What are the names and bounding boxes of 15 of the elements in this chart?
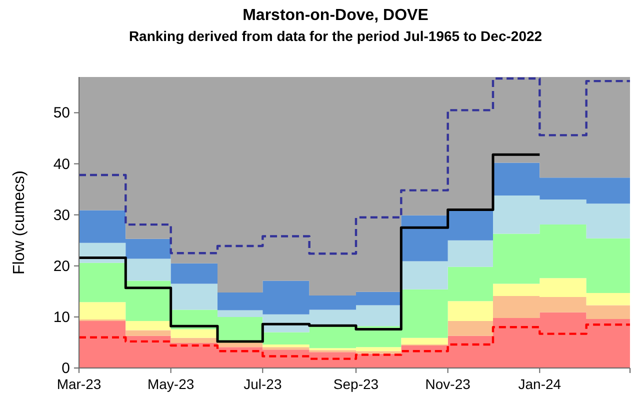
y-tick-label: 20 <box>53 258 70 275</box>
x-tick-label: May-23 <box>147 376 194 392</box>
x-tick-label: Jan-24 <box>518 376 562 392</box>
y-axis-title: Flow (cumecs) <box>11 170 28 275</box>
chart-title: Marston-on-Dove, DOVE <box>242 7 429 24</box>
x-tick-label: Sep-23 <box>333 376 379 392</box>
y-tick-label: 10 <box>53 308 70 326</box>
y-tick-label: 40 <box>53 156 70 173</box>
x-tick-label: Mar-23 <box>56 376 102 392</box>
y-tick-label: 50 <box>53 104 70 122</box>
x-tick-label: Jul-23 <box>244 376 282 392</box>
y-tick-label: 30 <box>53 206 70 224</box>
y-tick-label: 0 <box>62 360 70 377</box>
chart-subtitle: Ranking derived from data for the period Jul-1965 to Dec-2022 <box>128 28 542 44</box>
x-tick-label: Nov-23 <box>425 376 471 392</box>
